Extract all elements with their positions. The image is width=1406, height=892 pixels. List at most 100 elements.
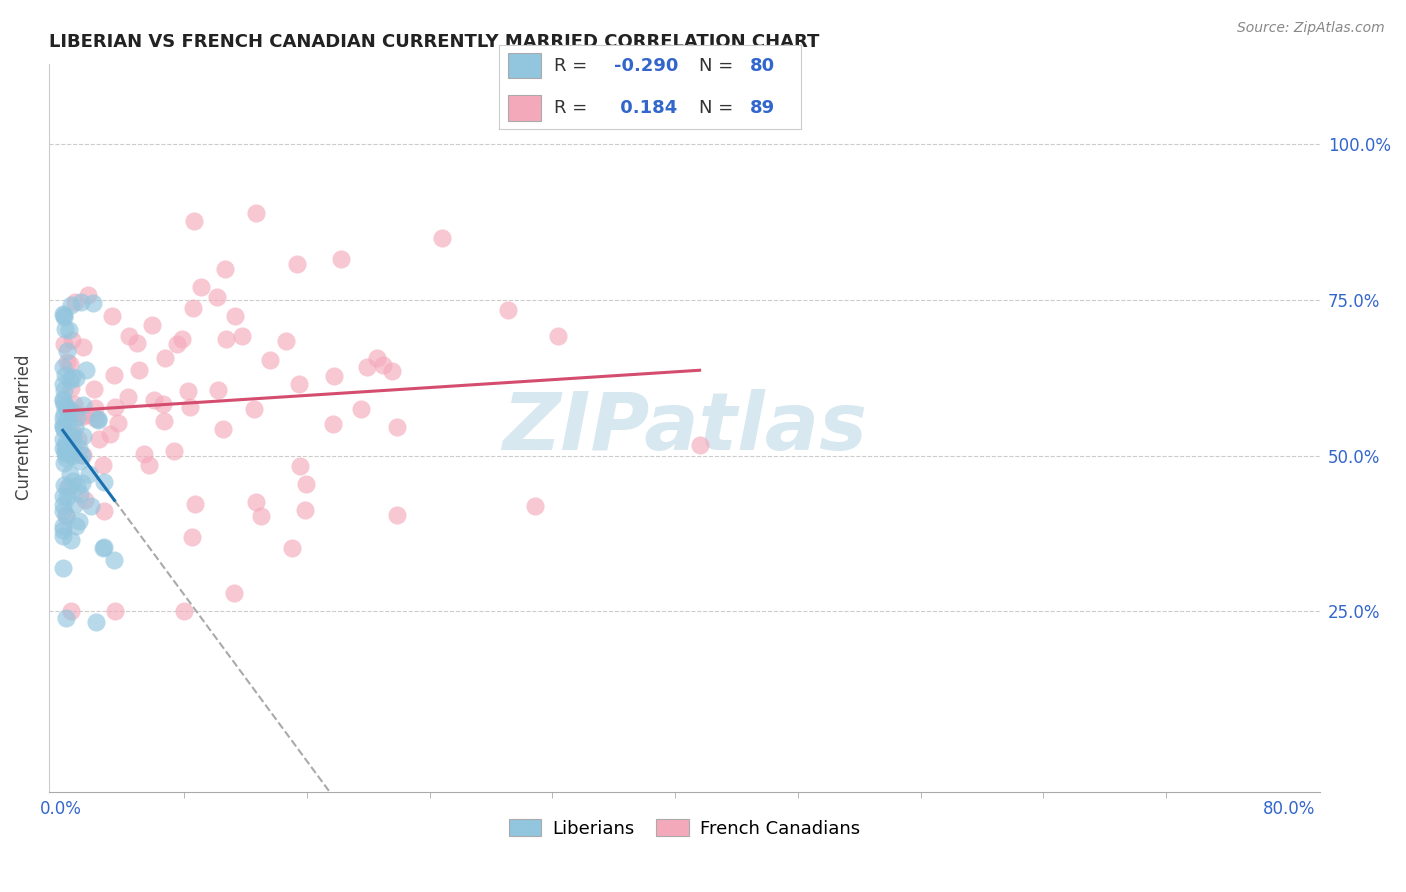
Point <box>87 412 110 426</box>
Point <box>231 329 253 343</box>
Point <box>245 205 267 219</box>
Point <box>52 560 75 574</box>
Point <box>163 444 186 458</box>
Point <box>89 432 111 446</box>
Text: R =: R = <box>554 57 586 75</box>
Point <box>224 309 246 323</box>
Point <box>52 489 75 503</box>
Point <box>285 258 308 272</box>
Point <box>55 444 77 458</box>
Point <box>134 447 156 461</box>
Point <box>245 494 267 508</box>
Point <box>55 508 77 522</box>
Point <box>59 467 82 482</box>
Point <box>52 376 75 391</box>
Point <box>172 333 194 347</box>
Point <box>141 318 163 332</box>
Point <box>52 441 75 455</box>
Text: R =: R = <box>554 99 586 117</box>
Point <box>59 402 82 417</box>
Point <box>52 394 75 409</box>
Point <box>56 355 79 369</box>
Point <box>52 383 75 397</box>
Text: 89: 89 <box>749 99 775 117</box>
Point <box>52 359 75 374</box>
Point <box>60 381 83 395</box>
Point <box>53 478 76 492</box>
Point <box>84 401 107 416</box>
Point <box>91 458 114 472</box>
Point <box>52 432 75 446</box>
Point <box>183 214 205 228</box>
Point <box>295 477 318 491</box>
Point <box>523 499 546 513</box>
Point <box>166 337 188 351</box>
Point <box>75 492 97 507</box>
Y-axis label: Currently Married: Currently Married <box>15 355 32 500</box>
Point <box>52 420 75 434</box>
Point <box>55 451 77 466</box>
Point <box>205 290 228 304</box>
Point <box>181 301 204 315</box>
Point <box>350 401 373 416</box>
Point <box>259 352 281 367</box>
Point <box>72 340 94 354</box>
Point <box>52 308 75 322</box>
Point <box>173 604 195 618</box>
Point <box>58 323 80 337</box>
Point <box>65 419 87 434</box>
Point <box>249 508 271 523</box>
FancyBboxPatch shape <box>508 95 541 120</box>
Point <box>60 333 83 347</box>
Point <box>77 467 100 482</box>
Point <box>62 430 84 444</box>
Point <box>243 402 266 417</box>
Point <box>547 328 569 343</box>
Point <box>69 409 91 424</box>
Point <box>52 504 75 518</box>
Point <box>155 351 177 365</box>
Point <box>190 279 212 293</box>
Point <box>103 368 125 383</box>
Point <box>55 435 77 450</box>
Point <box>385 508 408 522</box>
Point <box>55 509 77 524</box>
Point <box>66 479 89 493</box>
Point <box>59 373 82 387</box>
Point <box>82 296 104 310</box>
Point <box>63 497 86 511</box>
Point <box>52 392 75 406</box>
Point <box>65 518 87 533</box>
Point <box>62 449 84 463</box>
Point <box>280 541 302 556</box>
Point <box>52 456 75 470</box>
Point <box>381 364 404 378</box>
Point <box>62 441 84 455</box>
Point <box>52 307 75 321</box>
Point <box>287 376 309 391</box>
Point <box>55 439 77 453</box>
Text: N =: N = <box>699 99 733 117</box>
Point <box>356 359 378 374</box>
Text: LIBERIAN VS FRENCH CANADIAN CURRENTLY MARRIED CORRELATION CHART: LIBERIAN VS FRENCH CANADIAN CURRENTLY MA… <box>49 33 820 51</box>
Point <box>63 295 86 310</box>
Point <box>59 358 82 372</box>
Point <box>498 303 520 318</box>
Point <box>53 336 76 351</box>
Point <box>138 458 160 472</box>
Point <box>70 294 93 309</box>
Point <box>55 610 77 624</box>
Point <box>63 397 86 411</box>
Point <box>179 400 201 414</box>
Point <box>60 425 83 439</box>
Point <box>177 384 200 399</box>
Point <box>52 529 75 543</box>
Point <box>104 604 127 618</box>
Point <box>72 448 94 462</box>
Point <box>215 332 238 346</box>
Point <box>212 422 235 436</box>
Point <box>66 410 89 425</box>
Point <box>53 322 76 336</box>
Point <box>152 397 174 411</box>
Point <box>56 344 79 359</box>
